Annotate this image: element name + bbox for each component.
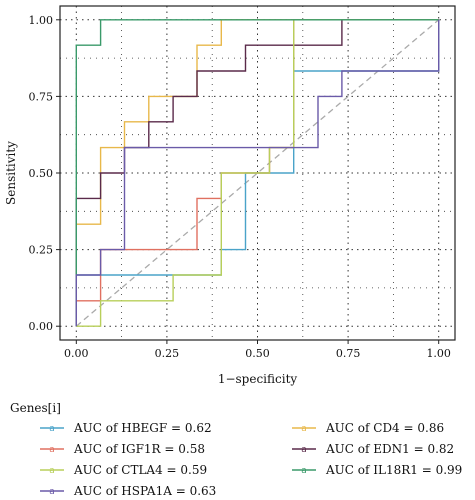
legend-entry-label: AUC of CTLA4 = 0.59: [73, 463, 207, 477]
legend-entry-label: AUC of IGF1R = 0.58: [73, 442, 205, 456]
tick-layer: 0.00 0.25 0.50 0.75 1.00 0.00 0.25 0.50 0.75 1.00: [29, 14, 451, 360]
legend-entry-label: AUC of IL18R1 = 0.99: [325, 463, 462, 477]
legend-entry-label: AUC of EDN1 = 0.82: [325, 442, 454, 456]
x-tick-label: 0.50: [245, 347, 270, 360]
legend-swatch-glyph: a: [301, 466, 307, 476]
y-tick-label: 0.25: [29, 244, 54, 257]
legend-swatch-glyph: a: [49, 487, 55, 497]
legend-swatch-glyph: a: [49, 424, 55, 434]
legend: Genes[i] a AUC of HBEGF = 0.62 a AUC of CD4…: [10, 401, 462, 498]
legend-swatch-glyph: a: [49, 466, 55, 476]
x-tick-label: 0.25: [155, 347, 180, 360]
x-tick-label: 0.00: [64, 347, 89, 360]
legend-entry-label: AUC of CD4 = 0.86: [325, 421, 444, 435]
legend-entry-label: AUC of HSPA1A = 0.63: [73, 484, 216, 498]
x-axis-title: 1−specificity: [218, 372, 298, 386]
y-tick-label: 0.00: [29, 320, 54, 333]
series-layer: [75, 19, 440, 327]
legend-swatch-glyph: a: [301, 424, 307, 434]
series-line-4: [75, 19, 439, 327]
legend-entry-label: AUC of HBEGF = 0.62: [73, 421, 212, 435]
series-line-7: [75, 19, 440, 327]
y-tick-label: 0.50: [29, 167, 54, 180]
legend-swatch-glyph: a: [49, 445, 55, 455]
y-axis-title: Sensitivity: [4, 141, 18, 205]
legend-swatch-glyph: a: [301, 445, 307, 455]
series-line-5: [76, 19, 439, 327]
x-tick-label: 0.75: [336, 347, 361, 360]
y-tick-label: 0.75: [29, 90, 54, 103]
y-tick-label: 1.00: [29, 14, 54, 27]
series-line-6: [75, 19, 439, 327]
x-tick-label: 1.00: [426, 347, 451, 360]
legend-title: Genes[i]: [10, 401, 61, 415]
